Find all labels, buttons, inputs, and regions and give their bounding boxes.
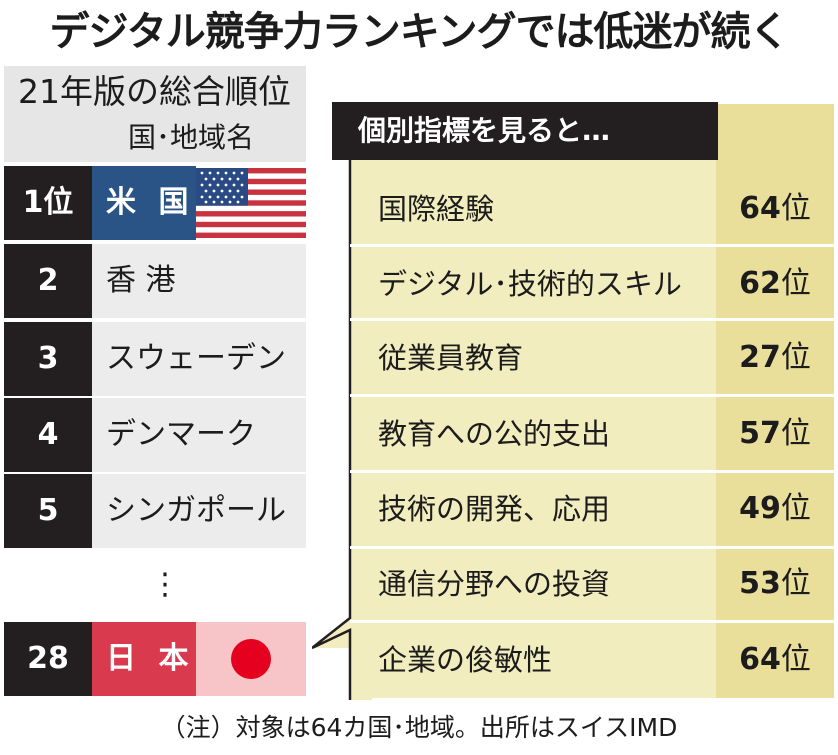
rank-number: 3 [4,322,92,396]
country-name: 米 国 [92,166,196,240]
indicator-rank: 57位 [739,416,811,451]
country-name: デンマーク [92,398,306,472]
ranking-heading: 21年版の総合順位 [18,72,291,111]
ranking-row-1: 1位 米 国 [4,166,306,240]
ranking-row-4: 4 デンマーク [4,398,306,472]
ranking-header: 21年版の総合順位 国･地域名 [4,66,306,162]
indicator-row: 国際経験 64位 [350,172,834,246]
rank-number: 1位 [4,166,92,240]
country-column-label: 国･地域名 [128,121,255,154]
indicator-row: 従業員教育 27位 [350,321,834,395]
indicator-rank: 62位 [739,266,811,301]
indicator-panel [350,160,716,698]
indicator-row: 教育への公的支出 57位 [350,397,834,471]
row-divider [350,620,834,623]
rank-number: 2 [4,244,92,318]
indicator-label: 教育への公的支出 [378,417,611,451]
callout-pointer [312,160,372,700]
indicator-rank: 49位 [739,491,811,526]
indicator-heading: 個別指標を見ると… [358,114,611,147]
indicator-rank: 64位 [739,191,811,226]
indicator-row: 企業の俊敏性 64位 [350,623,834,697]
row-divider [350,244,834,247]
row-divider [350,394,834,397]
indicator-header: 個別指標を見ると… [332,102,718,160]
indicator-row: デジタル･技術的スキル 62位 [350,247,834,321]
indicator-rank: 64位 [739,642,811,677]
row-divider [350,470,834,473]
rank-column-background [716,104,834,698]
indicator-label: 通信分野への投資 [378,567,611,601]
country-name: シンガポール [92,474,306,548]
indicator-rank: 53位 [739,566,811,601]
rank-number: 28 [4,622,92,696]
ranking-row-japan: 28 日 本 [4,622,306,696]
us-flag-icon [196,168,306,238]
country-name: 香 港 [92,244,306,318]
indicator-label: 国際経験 [378,192,495,226]
country-name: 日 本 [92,622,196,696]
ellipsis-marker: ⋮ [150,567,180,602]
row-divider [350,318,834,321]
source-note: （注）対象は64カ国･地域。出所はスイスIMD [160,713,678,742]
indicator-label: 技術の開発、応用 [378,492,611,526]
indicator-row: 技術の開発、応用 49位 [350,472,834,546]
indicator-row: 通信分野への投資 53位 [350,547,834,621]
japan-flag-icon [196,622,306,696]
ranking-row-3: 3 スウェーデン [4,322,306,396]
rank-number: 5 [4,474,92,548]
ranking-row-2: 2 香 港 [4,244,306,318]
indicator-rank: 27位 [739,340,811,375]
ranking-row-5: 5 シンガポール [4,474,306,548]
row-divider [350,546,834,549]
indicator-label: 企業の俊敏性 [378,643,553,677]
indicator-label: デジタル･技術的スキル [378,267,682,301]
rank-number: 4 [4,398,92,472]
country-name: スウェーデン [92,322,306,396]
indicator-label: 従業員教育 [378,341,524,375]
page-title: デジタル競争力ランキングでは低迷が続く [49,9,790,55]
